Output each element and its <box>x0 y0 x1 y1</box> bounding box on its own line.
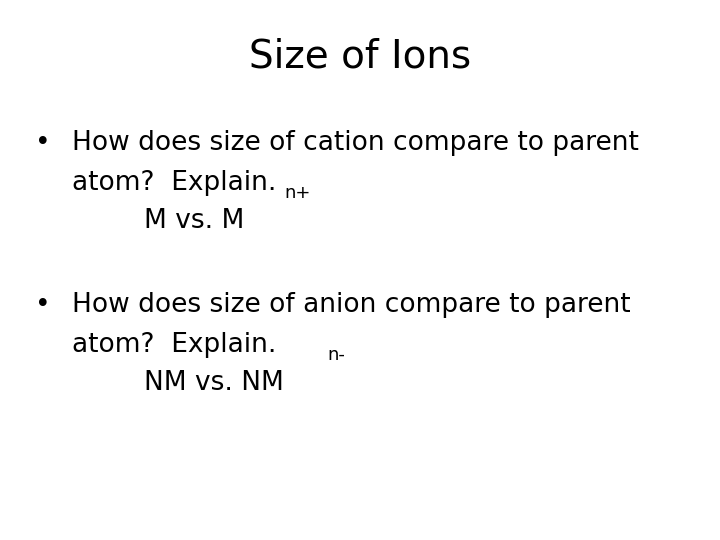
Text: atom?  Explain.: atom? Explain. <box>72 332 276 358</box>
Text: How does size of cation compare to parent: How does size of cation compare to paren… <box>72 130 639 156</box>
Text: n-: n- <box>328 346 346 363</box>
Text: NM vs. NM: NM vs. NM <box>144 370 284 396</box>
Text: Size of Ions: Size of Ions <box>249 38 471 76</box>
Text: M vs. M: M vs. M <box>144 208 244 234</box>
Text: How does size of anion compare to parent: How does size of anion compare to parent <box>72 292 631 318</box>
Text: n+: n+ <box>284 184 311 201</box>
Text: atom?  Explain.: atom? Explain. <box>72 170 276 196</box>
Text: •: • <box>35 292 51 318</box>
Text: •: • <box>35 130 51 156</box>
